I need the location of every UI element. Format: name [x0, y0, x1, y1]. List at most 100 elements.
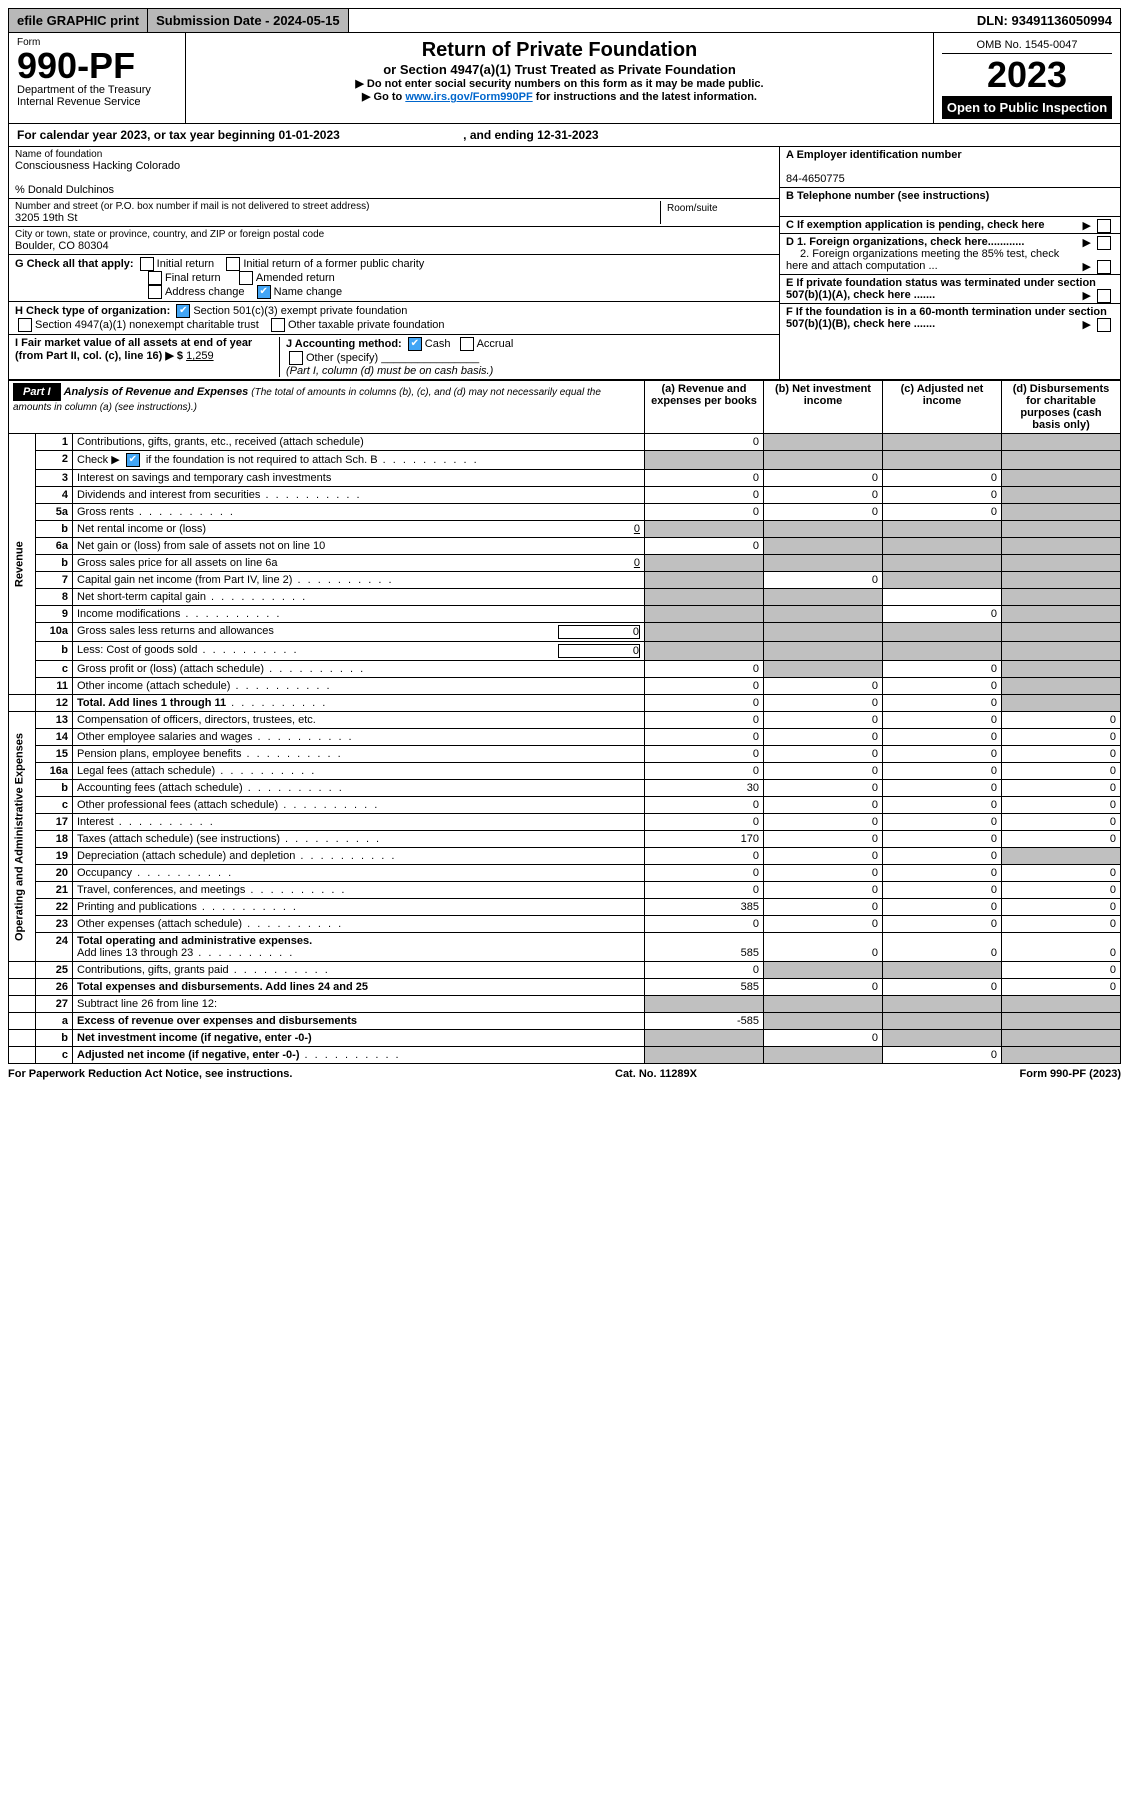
f-label: F If the foundation is in a 60-month ter… [786, 306, 1107, 330]
r23-a: 0 [645, 916, 764, 933]
r18-dt: Taxes (attach schedule) (see instruction… [77, 833, 280, 845]
r12-dt: Total. Add lines 1 through 11 [77, 697, 226, 709]
r16c-b: 0 [764, 797, 883, 814]
r9-c: 0 [883, 606, 1002, 623]
chk-addr-change[interactable] [148, 285, 162, 299]
irs: Internal Revenue Service [17, 96, 177, 108]
r17-c: 0 [883, 814, 1002, 831]
r16b-b: 0 [764, 780, 883, 797]
chk-other-tax[interactable] [271, 318, 285, 332]
r17-dt: Interest [77, 816, 114, 828]
form-title: Return of Private Foundation [198, 39, 921, 62]
chk-amended[interactable] [239, 271, 253, 285]
r7-d: Capital gain net income (from Part IV, l… [73, 572, 645, 589]
e-label: E If private foundation status was termi… [786, 277, 1096, 301]
r10c-a: 0 [645, 661, 764, 678]
form-link[interactable]: www.irs.gov/Form990PF [405, 91, 532, 103]
r23-b: 0 [764, 916, 883, 933]
r10c-d: Gross profit or (loss) (attach schedule) [73, 661, 645, 678]
r27a-d: Excess of revenue over expenses and disb… [73, 1013, 645, 1030]
r24-c: 0 [883, 933, 1002, 962]
r21-dd: 0 [1002, 882, 1121, 899]
r16b-c: 0 [883, 780, 1002, 797]
r9-n: 9 [36, 606, 73, 623]
r2-d1: Check ▶ [77, 454, 120, 466]
chk-4947[interactable] [18, 318, 32, 332]
r27b-d: Net investment income (if negative, ente… [73, 1030, 645, 1047]
r18-c: 0 [883, 831, 1002, 848]
r3-c: 0 [883, 470, 1002, 487]
chk-name-change[interactable]: ✔ [257, 285, 271, 299]
j-accrual: Accrual [477, 338, 514, 350]
chk-final[interactable] [148, 271, 162, 285]
r1-a: 0 [645, 434, 764, 451]
r16b-n: b [36, 780, 73, 797]
footer-mid: Cat. No. 11289X [615, 1068, 697, 1080]
footer-left: For Paperwork Reduction Act Notice, see … [8, 1068, 292, 1080]
r13-n: 13 [36, 712, 73, 729]
r27c-dt: Adjusted net income (if negative, enter … [77, 1049, 299, 1061]
chk-cash[interactable]: ✔ [408, 337, 422, 351]
chk-other-method[interactable] [289, 351, 303, 365]
r10a-n: 10a [36, 623, 73, 642]
chk-d2[interactable] [1097, 260, 1111, 274]
r11-d: Other income (attach schedule) [73, 678, 645, 695]
r23-n: 23 [36, 916, 73, 933]
r7-b: 0 [764, 572, 883, 589]
r25-a: 0 [645, 962, 764, 979]
r15-c: 0 [883, 746, 1002, 763]
r20-dd: 0 [1002, 865, 1121, 882]
r4-dt: Dividends and interest from securities [77, 489, 260, 501]
j-note: (Part I, column (d) must be on cash basi… [286, 365, 493, 377]
r14-n: 14 [36, 729, 73, 746]
r27b-dt: Net investment income (if negative, ente… [77, 1032, 312, 1044]
chk-f[interactable] [1097, 318, 1111, 332]
chk-501c3[interactable]: ✔ [176, 304, 190, 318]
footer-right: Form 990-PF (2023) [1020, 1068, 1121, 1080]
r7-dt: Capital gain net income (from Part IV, l… [77, 574, 292, 586]
r20-b: 0 [764, 865, 883, 882]
g-name: Name change [274, 286, 343, 298]
form-subtitle: or Section 4947(a)(1) Trust Treated as P… [198, 62, 921, 77]
calyear-end: , and ending 12-31-2023 [463, 128, 598, 142]
r6b-dt: Gross sales price for all assets on line… [77, 557, 278, 569]
footer: For Paperwork Reduction Act Notice, see … [8, 1064, 1121, 1080]
r27c-c: 0 [883, 1047, 1002, 1064]
r26-n: 26 [36, 979, 73, 996]
r4-b: 0 [764, 487, 883, 504]
r12-a: 0 [645, 695, 764, 712]
dln: DLN: 93491136050994 [969, 9, 1120, 32]
r16a-c: 0 [883, 763, 1002, 780]
r20-dt: Occupancy [77, 867, 132, 879]
chk-schb[interactable]: ✔ [126, 453, 140, 467]
r16c-a: 0 [645, 797, 764, 814]
chk-e[interactable] [1097, 289, 1111, 303]
ein: 84-4650775 [786, 173, 845, 185]
r2-d: Check ▶ ✔ if the foundation is not requi… [73, 451, 645, 470]
r8-n: 8 [36, 589, 73, 606]
j-label: J Accounting method: [286, 338, 402, 350]
info-block: Name of foundation Consciousness Hacking… [8, 147, 1121, 380]
r3-n: 3 [36, 470, 73, 487]
chk-c[interactable] [1097, 219, 1111, 233]
r10a-dt: Gross sales less returns and allowances [77, 625, 274, 637]
h-row: H Check type of organization: ✔Section 5… [9, 302, 779, 335]
r25-dd: 0 [1002, 962, 1121, 979]
instr2-pre: ▶ Go to [362, 91, 405, 103]
r22-d: Printing and publications [73, 899, 645, 916]
chk-accrual[interactable] [460, 337, 474, 351]
r26-dd: 0 [1002, 979, 1121, 996]
r16a-b: 0 [764, 763, 883, 780]
r26-a: 585 [645, 979, 764, 996]
chk-initial-former[interactable] [226, 257, 240, 271]
r16b-a: 30 [645, 780, 764, 797]
chk-d1[interactable] [1097, 236, 1111, 250]
r12-c: 0 [883, 695, 1002, 712]
r21-b: 0 [764, 882, 883, 899]
chk-initial[interactable] [140, 257, 154, 271]
r6a-d: Net gain or (loss) from sale of assets n… [73, 538, 645, 555]
r15-dt: Pension plans, employee benefits [77, 748, 242, 760]
r21-d: Travel, conferences, and meetings [73, 882, 645, 899]
r16c-dt: Other professional fees (attach schedule… [77, 799, 278, 811]
r14-dt: Other employee salaries and wages [77, 731, 252, 743]
